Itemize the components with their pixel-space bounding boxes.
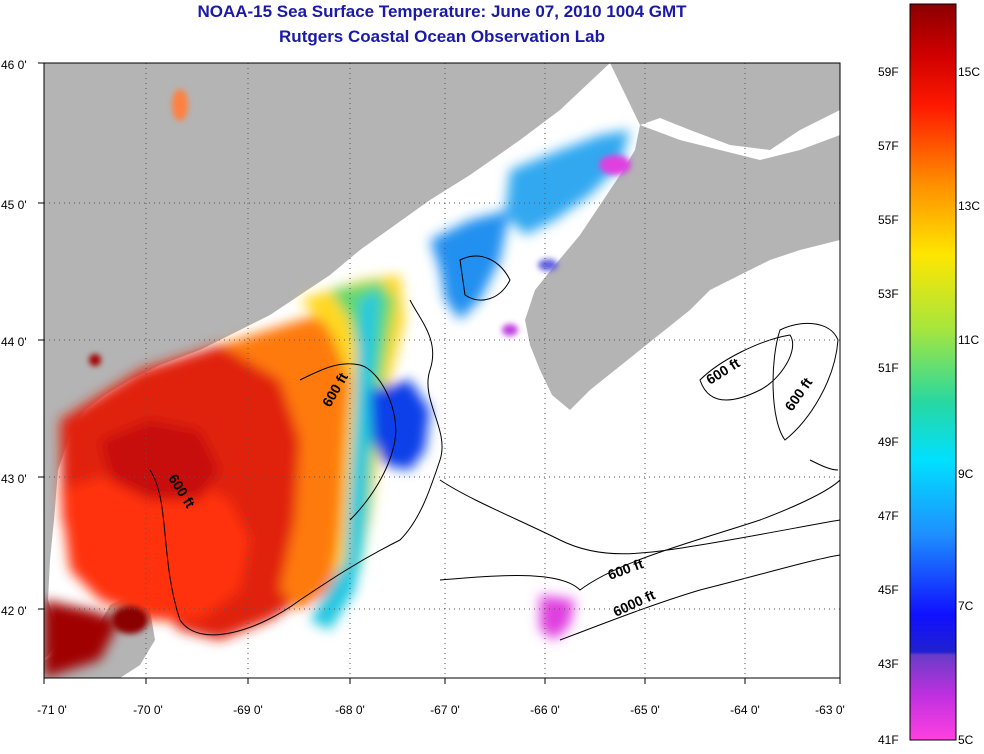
land-nova-scotia: [525, 125, 840, 410]
land-new-england: [44, 63, 610, 660]
colorbar-c-label: 9C: [958, 467, 974, 481]
colorbar-c-label: 7C: [958, 599, 974, 613]
colorbar: 59F 57F 55F 53F 51F 49F 47F 45F 43F 41F …: [878, 3, 980, 747]
x-axis-labels: -71 0' -70 0' -69 0' -68 0' -67 0' -66 0…: [37, 703, 845, 717]
x-tick-label: -64 0': [730, 703, 760, 717]
map-title: NOAA-15 Sea Surface Temperature: June 07…: [197, 2, 687, 21]
map-subtitle: Rutgers Coastal Ocean Observation Lab: [279, 27, 605, 46]
colorbar-f-label: 41F: [878, 733, 899, 747]
colorbar-c-label: 15C: [958, 65, 980, 79]
x-tick-label: -70 0': [133, 703, 163, 717]
colorbar-c-label: 11C: [958, 333, 979, 347]
axis-ticks: [38, 62, 841, 684]
y-tick-label: 44 0': [1, 335, 27, 349]
colorbar-celsius-labels: 15C 13C 11C 9C 7C 5C: [958, 65, 980, 747]
colorbar-f-label: 55F: [878, 213, 899, 227]
colorbar-c-label: 5C: [958, 733, 974, 747]
y-tick-label: 46 0': [1, 58, 27, 72]
y-tick-label: 42 0': [1, 604, 27, 618]
colorbar-f-label: 43F: [878, 657, 899, 671]
colorbar-gradient: [909, 3, 957, 741]
land-new-brunswick: [610, 63, 840, 150]
colorbar-f-label: 49F: [878, 435, 899, 449]
colorbar-f-label: 47F: [878, 509, 899, 523]
colorbar-f-label: 57F: [878, 139, 899, 153]
x-tick-label: -69 0': [233, 703, 263, 717]
colorbar-f-label: 45F: [878, 583, 899, 597]
y-axis-labels: 46 0' 45 0' 44 0' 43 0' 42 0': [1, 58, 27, 618]
bathymetry-contours: [149, 255, 840, 641]
x-tick-label: -65 0': [630, 703, 660, 717]
colorbar-fahrenheit-labels: 59F 57F 55F 53F 51F 49F 47F 45F 43F 41F: [878, 65, 899, 747]
sst-layer: [44, 89, 631, 678]
colorbar-f-label: 59F: [878, 65, 899, 79]
colorbar-c-label: 13C: [958, 199, 980, 213]
land-layer: [44, 63, 840, 678]
colorbar-f-label: 53F: [878, 287, 899, 301]
x-tick-label: -68 0': [335, 703, 365, 717]
map-frame: [43, 62, 841, 679]
x-tick-label: -66 0': [530, 703, 560, 717]
y-tick-label: 43 0': [1, 472, 27, 486]
colorbar-f-label: 51F: [878, 361, 899, 375]
x-tick-label: -71 0': [37, 703, 67, 717]
x-tick-label: -63 0': [815, 703, 845, 717]
y-tick-label: 45 0': [1, 198, 27, 212]
x-tick-label: -67 0': [430, 703, 460, 717]
